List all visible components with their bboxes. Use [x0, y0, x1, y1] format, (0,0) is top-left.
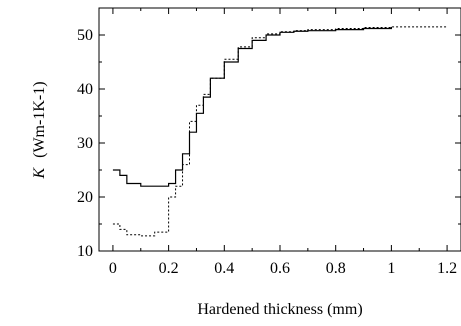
- y-tick-label: 10: [77, 243, 93, 260]
- x-tick-label: 0.6: [270, 260, 290, 277]
- x-tick-label: 0.8: [326, 260, 346, 277]
- x-tick-label: 0.4: [214, 260, 234, 277]
- x-tick-label: 1: [387, 260, 395, 277]
- y-axis-units: (Wm-1K-1): [31, 81, 48, 157]
- y-tick-labels: 10 20 30 40 50: [77, 27, 93, 260]
- y-tick-label: 40: [77, 81, 93, 98]
- y-axis-label: K (Wm-1K-1): [31, 81, 48, 179]
- x-tick-label: 0: [109, 260, 117, 277]
- series-line-dotted: [112, 26, 448, 237]
- series-group: [112, 26, 448, 237]
- x-axis-label: Hardened thickness (mm): [197, 301, 362, 318]
- x-tick-labels: 0 0.2 0.4 0.6 0.8 1 1.2: [109, 260, 457, 277]
- y-tick-label: 30: [77, 135, 93, 152]
- y-tick-label: 50: [77, 27, 93, 44]
- axis-ticks: [99, 7, 461, 252]
- x-tick-label: 1.2: [437, 260, 457, 277]
- y-axis-symbol: K: [31, 167, 48, 180]
- y-tick-label: 20: [77, 189, 93, 206]
- x-tick-label: 0.2: [159, 260, 179, 277]
- series-line-solid: [112, 26, 392, 187]
- plot-frame: [98, 7, 461, 252]
